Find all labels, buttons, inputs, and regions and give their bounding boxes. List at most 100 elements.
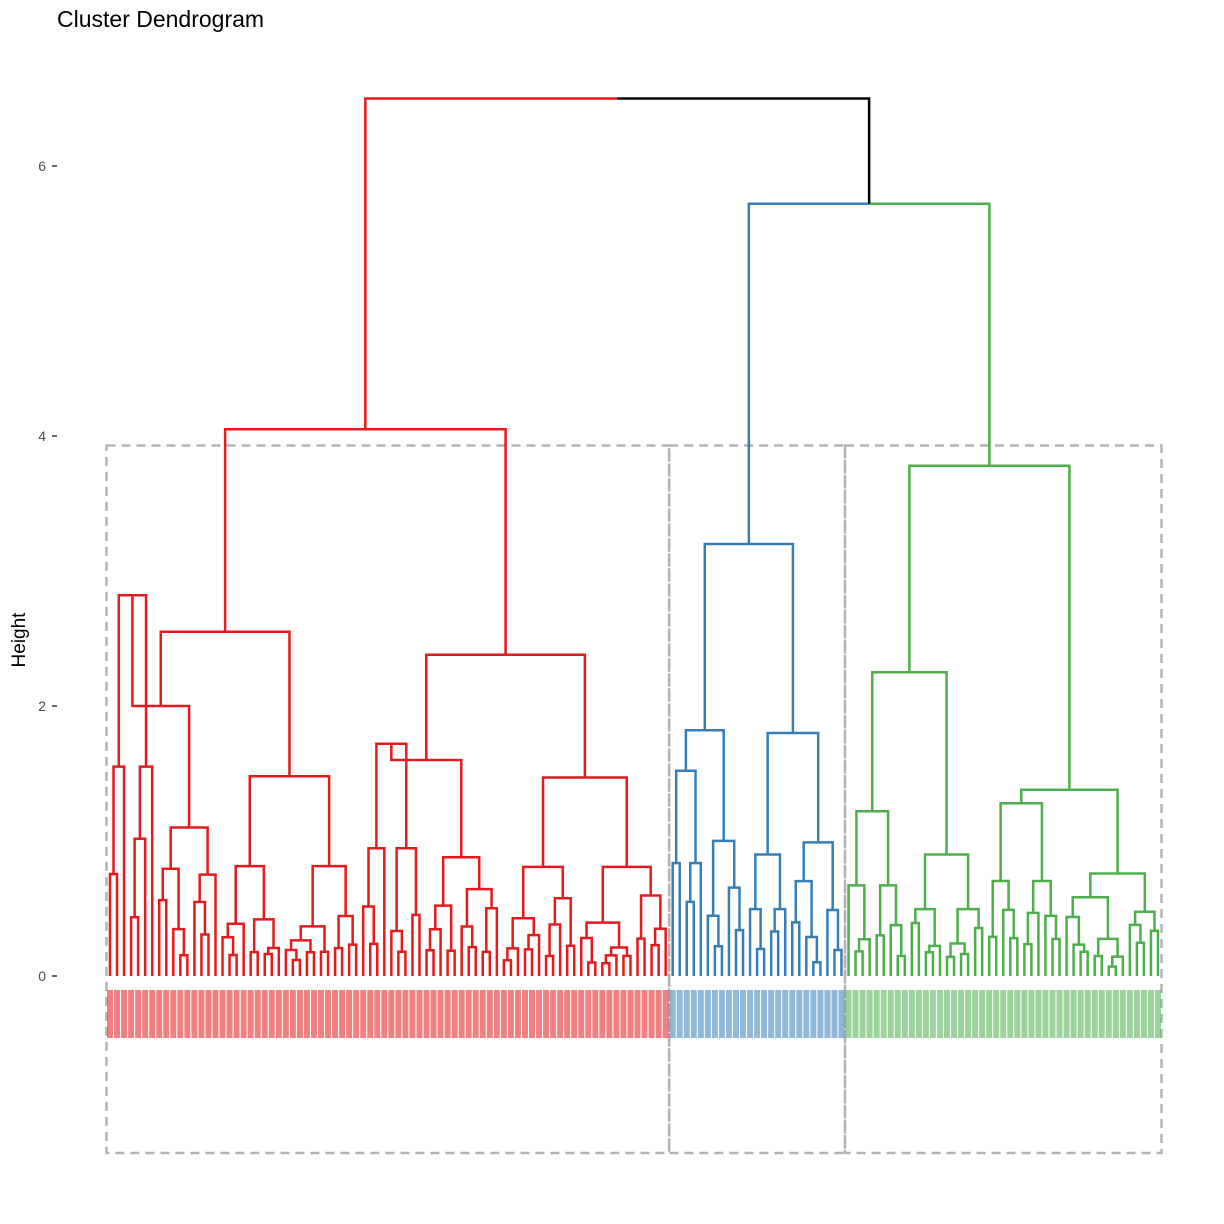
leaf-label <box>852 990 859 1038</box>
dendrogram-branch <box>481 950 492 976</box>
dendrogram-branch <box>914 907 936 946</box>
dendrogram-branch <box>945 955 956 976</box>
leaf-label <box>486 990 493 1038</box>
dendrogram-branch <box>1026 911 1040 976</box>
leaf-label <box>128 990 135 1038</box>
dendrogram-branch <box>291 958 302 976</box>
leaf-label <box>929 990 936 1038</box>
dendrogram-branch <box>263 952 274 976</box>
leaf-label <box>521 990 528 1038</box>
dendrogram-branch <box>854 950 864 976</box>
leaf-label <box>958 990 965 1038</box>
dendrogram-branch <box>234 864 266 924</box>
dendrogram-branch <box>1128 923 1142 976</box>
dendrogram-branch <box>511 916 536 949</box>
dendrogram-branch <box>928 944 942 976</box>
dendrogram-branch <box>390 929 404 976</box>
dendrogram-branch <box>791 921 801 976</box>
leaf-label <box>859 990 866 1038</box>
dendrogram-branch <box>117 594 148 767</box>
leaf-label <box>1098 990 1105 1038</box>
dendrogram-branch <box>847 884 866 976</box>
dendrogram-branch <box>311 864 347 927</box>
dendrogram-branch <box>434 904 453 951</box>
leaf-label <box>254 990 261 1038</box>
merge-branch <box>747 202 870 544</box>
leaf-label <box>107 990 113 1038</box>
dendrogram-branch <box>587 961 597 976</box>
leaf-label <box>142 990 149 1038</box>
dendrogram-branch <box>674 769 697 864</box>
dendrogram-branch <box>485 907 499 976</box>
dendrogram-branch <box>319 950 330 976</box>
leaf-label <box>585 990 592 1038</box>
leaf-label <box>599 990 606 1038</box>
dendrogram-branch <box>367 847 386 976</box>
leaf-label <box>529 990 536 1038</box>
dendrogram-branch <box>857 938 871 976</box>
dendrogram-branch <box>713 944 724 976</box>
dendrogram-branch <box>601 865 652 923</box>
leaf-label <box>367 990 374 1038</box>
dendrogram-branch <box>805 935 819 976</box>
dendrogram-branch <box>794 879 813 937</box>
dendrogram-branch <box>460 925 474 976</box>
dendrogram-branch <box>267 946 281 976</box>
leaf-label <box>381 990 388 1038</box>
leaf-label <box>887 990 894 1038</box>
leaf-label <box>416 990 423 1038</box>
dendrogram-branch <box>754 853 782 910</box>
leaf-label <box>275 990 282 1038</box>
leaf-label <box>247 990 254 1038</box>
dendrogram-branch <box>523 948 534 976</box>
leaf-label <box>1084 990 1091 1038</box>
leaf-label <box>507 990 514 1038</box>
dendrogram-branch <box>802 841 834 910</box>
leaf-label <box>655 990 662 1038</box>
leaf-label <box>810 990 817 1038</box>
dendrogram-branch <box>773 907 787 976</box>
leaf-label <box>690 990 697 1038</box>
leaf-label <box>662 990 669 1038</box>
dendrogram-branch <box>871 671 948 855</box>
dendrogram-branch <box>748 907 762 976</box>
dendrogram-branch <box>305 951 316 976</box>
dendrogram-branch <box>337 914 354 949</box>
dendrogram-branch <box>428 927 442 976</box>
dendrogram-branch <box>727 886 741 976</box>
dendrogram-branch <box>112 765 126 976</box>
leaf-label <box>388 990 395 1038</box>
dendrogram-branch <box>711 839 736 916</box>
leaf-label <box>465 990 472 1038</box>
dendrogram-branch <box>923 853 970 910</box>
y-tick-label: 4 <box>38 428 46 444</box>
leaf-label <box>198 990 205 1038</box>
dendrogram-branch <box>875 934 885 976</box>
leaf-label <box>289 990 296 1038</box>
leaf-label <box>423 990 430 1038</box>
dendrogram-branch <box>159 630 291 777</box>
leaf-label <box>1035 990 1042 1038</box>
leaf-labels <box>107 990 1161 1038</box>
dendrogram-tree <box>108 97 1160 976</box>
leaf-label <box>472 990 479 1038</box>
dendrogram-branch <box>425 653 587 778</box>
dendrogram-branch <box>1107 965 1118 976</box>
leaf-label <box>1119 990 1126 1038</box>
dendrogram-branch <box>639 894 662 939</box>
leaf-label <box>1028 990 1035 1038</box>
dendrogram-branch <box>585 921 621 948</box>
leaf-label <box>1063 990 1070 1038</box>
dendrogram-branch <box>544 954 555 976</box>
dendrogram-branch <box>506 947 520 976</box>
leaf-label <box>880 990 887 1038</box>
leaf-label <box>430 990 437 1038</box>
dendrogram-branch <box>703 542 795 733</box>
leaf-label <box>704 990 711 1038</box>
dendrogram-branch <box>684 729 725 841</box>
dendrogram-branch <box>179 953 189 976</box>
leaf-label <box>718 990 725 1038</box>
dendrogram-branch <box>609 946 629 956</box>
leaf-label <box>732 990 739 1038</box>
dendrogram-branch <box>987 935 998 976</box>
